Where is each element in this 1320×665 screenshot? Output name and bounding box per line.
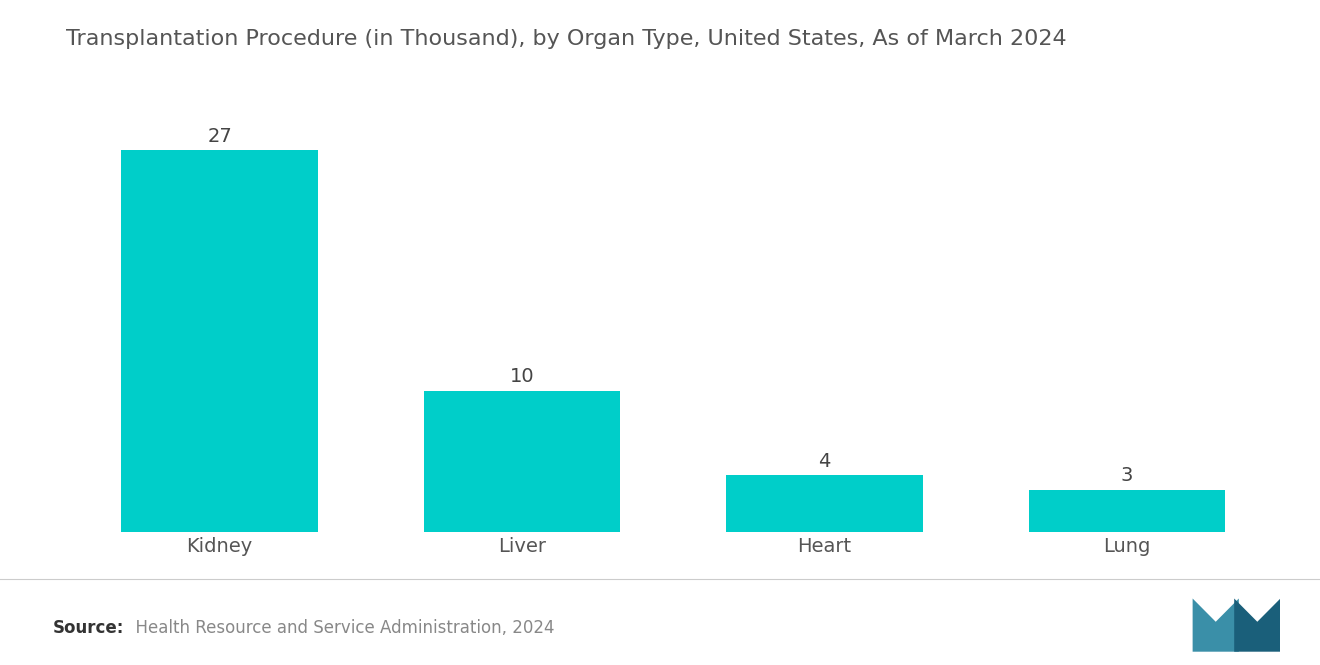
Polygon shape xyxy=(1193,598,1238,652)
Bar xyxy=(1028,489,1225,532)
Polygon shape xyxy=(1234,598,1280,652)
Text: 3: 3 xyxy=(1121,465,1133,485)
Bar xyxy=(424,390,620,532)
Text: 10: 10 xyxy=(510,366,535,386)
Text: 27: 27 xyxy=(207,126,232,146)
Bar xyxy=(726,475,923,532)
Text: Transplantation Procedure (in Thousand), by Organ Type, United States, As of Mar: Transplantation Procedure (in Thousand),… xyxy=(66,29,1067,49)
Bar xyxy=(121,150,318,532)
Text: Health Resource and Service Administration, 2024: Health Resource and Service Administrati… xyxy=(125,619,554,638)
Text: 4: 4 xyxy=(818,452,830,471)
Text: Source:: Source: xyxy=(53,619,124,638)
